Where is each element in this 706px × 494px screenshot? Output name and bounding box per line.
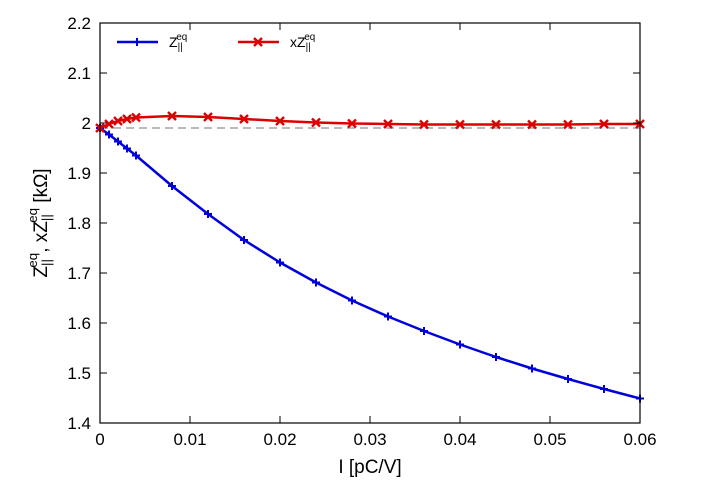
label-superscript: eq <box>25 253 40 268</box>
data-point <box>239 114 249 124</box>
y-tick-label: 1.6 <box>67 314 91 333</box>
data-point <box>122 114 132 124</box>
y-tick-label: 1.9 <box>67 164 91 183</box>
data-point <box>113 116 123 126</box>
x-tick-label: 0 <box>95 430 104 449</box>
label-text: , xZ <box>31 221 52 253</box>
data-point <box>253 37 263 47</box>
y-tick-label: 1.4 <box>67 414 91 433</box>
data-point <box>168 182 176 190</box>
x-tick-label: 0.04 <box>443 430 476 449</box>
data-point <box>527 119 537 130</box>
data-point <box>131 112 141 123</box>
plot-frame <box>99 22 641 424</box>
x-tick-label: 0.01 <box>173 430 206 449</box>
label-superscript: eq <box>304 32 315 43</box>
label-text: [kΩ] <box>31 168 52 208</box>
label-subscript: || <box>39 214 54 221</box>
data-point <box>528 364 536 373</box>
label-text: Z <box>31 266 52 278</box>
data-point <box>132 151 140 160</box>
series-xz-eq <box>95 111 645 133</box>
data-point <box>203 112 213 122</box>
label-superscript: eq <box>25 208 40 223</box>
series-line <box>99 126 641 400</box>
data-point <box>167 111 177 121</box>
label-subscript: || <box>178 42 183 53</box>
y-tick-label: 2 <box>82 114 91 133</box>
data-point <box>456 340 464 349</box>
x-axis-label: I [pC/V] <box>338 457 401 478</box>
x-tick-label: 0.03 <box>353 430 386 449</box>
y-axis-label-group: Z||eq, xZ||eq [kΩ] <box>25 168 54 277</box>
data-point <box>491 119 501 130</box>
data-point <box>123 144 131 153</box>
legend-item: Z||eq <box>117 32 187 54</box>
data-point <box>492 353 500 361</box>
y-tick-label: 1.5 <box>67 364 91 383</box>
label-subscript: || <box>39 259 54 266</box>
data-point <box>312 278 320 287</box>
data-point <box>114 137 122 146</box>
data-point <box>384 312 392 321</box>
legend: Z||eq xZ||eq <box>117 32 315 54</box>
data-point <box>419 119 429 130</box>
legend-label: Z||eq <box>169 32 187 54</box>
series-layer <box>95 111 645 403</box>
legend-item: xZ||eq <box>238 32 315 54</box>
data-point <box>420 327 428 335</box>
data-point <box>383 119 393 129</box>
data-point <box>348 296 356 305</box>
data-point <box>204 210 212 218</box>
y-axis-label: Z||eq, xZ||eq [kΩ] <box>25 168 54 277</box>
data-point <box>600 385 608 393</box>
data-point <box>275 116 285 126</box>
data-point <box>104 119 114 129</box>
x-tick-label: 0.05 <box>533 430 566 449</box>
data-point <box>564 375 572 383</box>
label-text: xZ <box>290 34 306 50</box>
data-point <box>240 236 248 244</box>
data-point <box>311 117 321 128</box>
x-axis-ticks: 0 0.01 0.02 0.03 0.04 0.05 0.06 <box>95 23 657 449</box>
y-tick-label: 1.8 <box>67 214 91 233</box>
data-point <box>133 38 141 46</box>
label-superscript: eq <box>176 32 187 43</box>
y-tick-label: 2.1 <box>67 64 91 83</box>
y-axis-ticks: 1.4 1.5 1.6 1.7 1.8 1.9 2 2.1 2.2 <box>67 14 640 433</box>
label-subscript: || <box>306 42 311 53</box>
data-point <box>563 119 573 130</box>
series-z-eq <box>96 124 644 403</box>
data-point <box>347 118 357 129</box>
data-point <box>276 258 284 267</box>
x-tick-label: 0.02 <box>263 430 296 449</box>
data-point <box>599 119 609 129</box>
series-line <box>99 114 640 130</box>
y-tick-label: 2.2 <box>67 14 91 33</box>
legend-label: xZ||eq <box>290 32 315 54</box>
x-tick-label: 0.06 <box>623 430 656 449</box>
label-text: Z <box>169 34 178 50</box>
y-tick-label: 1.7 <box>67 264 91 283</box>
data-point <box>105 130 113 139</box>
data-point <box>455 119 465 130</box>
